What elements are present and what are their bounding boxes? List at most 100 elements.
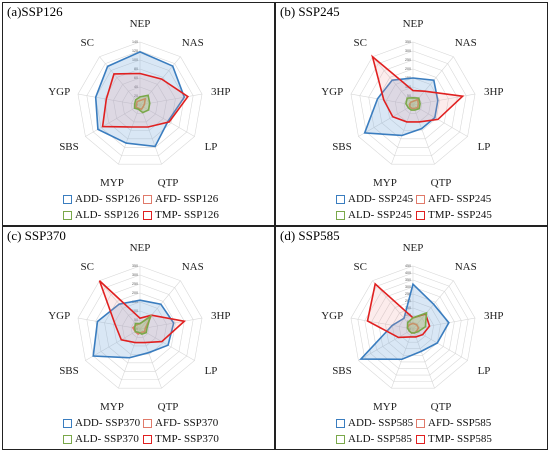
axis-label-qtp: QTP [158, 401, 179, 413]
legend-label: ALD- SSP245 [348, 209, 412, 221]
tick-label: 140 [132, 40, 138, 44]
legend-label: ADD- SSP585 [348, 417, 414, 429]
axis-label-myp: MYP [373, 177, 397, 189]
legend-swatch [63, 194, 72, 204]
tick-label: 40 [134, 85, 138, 89]
series-tmp [98, 280, 187, 344]
axis-label-sbs: SBS [332, 141, 352, 153]
radar-panel-ssp126: (a)SSP126020406080100120140NEPNAS3HPLPQT… [2, 2, 275, 226]
grid-ring [371, 286, 455, 369]
legend-item-add: ADD- SSP245 [336, 193, 413, 205]
series-ald [133, 94, 151, 114]
axis-label-nas: NAS [182, 261, 204, 273]
tick-label: 0 [136, 327, 138, 331]
panel-title: (c) SSP370 [7, 228, 66, 243]
axis-label-sbs: SBS [332, 365, 352, 377]
legend-label: TMP- SSP245 [428, 209, 492, 221]
grid-spoke [118, 104, 141, 165]
legend-label: ALD- SSP126 [75, 209, 139, 221]
grid-ring [398, 314, 428, 343]
legend-swatch [143, 194, 152, 204]
series-tmp [371, 54, 465, 123]
axis-label-3hp: 3HP [211, 310, 231, 322]
panel-title: (d) SSP585 [280, 228, 340, 243]
legend-item-afd: AFD- SSP245 [416, 193, 491, 205]
radar-chart: 050100150200250300350NEPNAS3HPLPQTPMYPSB… [321, 18, 503, 189]
tick-label: 50 [407, 94, 411, 98]
tick-label: 350 [405, 40, 411, 44]
tick-label: 100 [132, 58, 138, 62]
grid-spoke [85, 328, 141, 361]
tick-label: 350 [405, 278, 411, 282]
tick-label: 250 [405, 292, 411, 296]
legend-label: ADD- SSP370 [75, 417, 141, 429]
tick-label: 350 [132, 264, 138, 268]
radar-panel-ssp370: (c) SSP370 0 50 100 150 200 250 300 350 NEP NAS 3HP… [2, 226, 275, 450]
axis-label-sc: SC [81, 37, 94, 49]
panel-title: (b) SSP245 [280, 4, 340, 19]
grid-spoke [118, 328, 141, 389]
legend-swatch [143, 210, 152, 220]
legend-item-add: ADD- SSP126 [63, 193, 140, 205]
grid-spoke [99, 56, 141, 106]
axis-label-nep: NEP [403, 242, 424, 254]
axis-label-sbs: SBS [59, 141, 79, 153]
legend-item-afd: AFD- SSP585 [416, 417, 491, 429]
grid-ring [104, 68, 176, 140]
tick-label: 300 [132, 273, 138, 277]
legend-label: TMP- SSP585 [428, 433, 492, 445]
tick-label: 400 [405, 271, 411, 275]
tick-label: 250 [132, 282, 138, 286]
legend-label: TMP- SSP370 [155, 433, 219, 445]
grid-spoke [372, 280, 414, 330]
tick-label: 100 [132, 309, 138, 313]
axis-label-nep: NEP [130, 242, 151, 254]
radar-chart: 050100150200250300350400450NEPNAS3HPLPQT… [321, 242, 503, 413]
tick-label: 150 [132, 300, 138, 304]
legend-item-ald: ALD- SSP370 [63, 433, 139, 445]
tick-label: 0 [409, 327, 411, 331]
legend-swatch [336, 434, 345, 444]
legend-swatch [143, 434, 152, 444]
tick-label: 120 [132, 49, 138, 53]
legend-label: ALD- SSP370 [75, 433, 139, 445]
grid-spoke [412, 104, 468, 137]
axis-label-ygp: YGP [48, 86, 70, 98]
grid-spoke [350, 93, 414, 106]
grid-spoke [139, 328, 162, 389]
axis-label-3hp: 3HP [211, 86, 231, 98]
axis-label-myp: MYP [100, 401, 124, 413]
grid-spoke [412, 317, 476, 330]
axis-label-lp: LP [478, 365, 491, 377]
axis-label-nas: NAS [182, 37, 204, 49]
legend-label: AFD- SSP126 [155, 193, 219, 205]
grid-ring [350, 41, 476, 165]
legend-label: ADD- SSP126 [75, 193, 141, 205]
grid-spoke [139, 317, 203, 330]
legend-label: TMP- SSP126 [155, 209, 219, 221]
grid-ring [113, 77, 167, 131]
grid-spoke [412, 104, 435, 165]
grid-ring [77, 265, 203, 389]
legend-item-afd: AFD- SSP126 [143, 193, 218, 205]
grid-ring [77, 41, 203, 165]
axis-label-qtp: QTP [158, 177, 179, 189]
tick-label: 50 [134, 318, 138, 322]
legend-swatch [63, 434, 72, 444]
series-afd [135, 97, 147, 111]
legend-item-tmp: TMP- SSP126 [143, 209, 219, 221]
series-add [359, 282, 450, 361]
panel-title: (a)SSP126 [7, 4, 63, 19]
axis-label-myp: MYP [100, 177, 124, 189]
tick-label: 300 [405, 49, 411, 53]
axis-label-sbs: SBS [59, 365, 79, 377]
grid-ring [403, 95, 423, 114]
legend-item-tmp: TMP- SSP585 [416, 433, 492, 445]
legend-swatch [336, 210, 345, 220]
legend-label: AFD- SSP370 [155, 417, 219, 429]
legend-swatch [416, 210, 425, 220]
grid-ring [392, 307, 434, 350]
series-ald [133, 314, 152, 335]
tick-label: 300 [405, 285, 411, 289]
radar-chart: 020406080100120140NEPNAS3HPLPQTPMYPSBSYG… [48, 18, 231, 189]
